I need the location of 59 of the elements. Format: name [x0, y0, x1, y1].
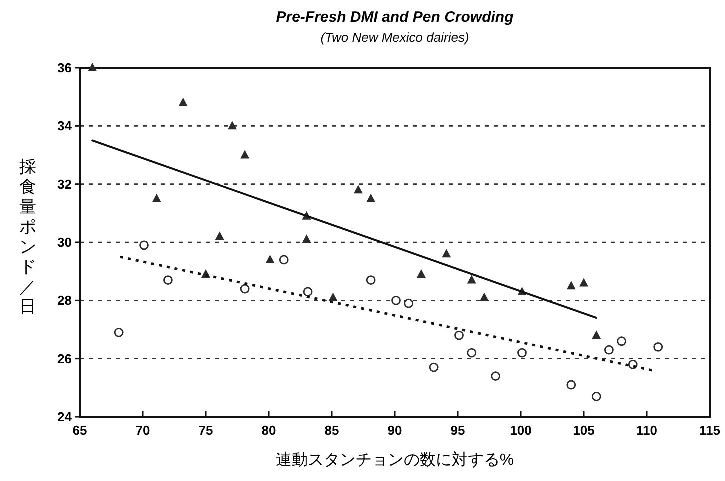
- y-tick-label: 36: [58, 60, 72, 76]
- x-tick-label: 100: [510, 423, 532, 438]
- point: [279, 255, 289, 265]
- point: [240, 150, 250, 159]
- y-tick-label: 30: [58, 235, 72, 250]
- x-tick-label: 75: [198, 423, 214, 438]
- chart-title: Pre-Fresh DMI and Pen Crowding: [276, 9, 514, 26]
- point: [266, 254, 275, 264]
- point: [366, 194, 376, 202]
- point: [416, 269, 426, 278]
- y-tick-label: 26: [58, 351, 72, 366]
- x-tick-label: 115: [700, 423, 720, 438]
- point: [592, 392, 602, 402]
- point: [429, 362, 439, 372]
- x-tick-label: 65: [72, 423, 88, 438]
- point: [354, 185, 363, 194]
- x-axis-title: 連動スタンチョンの数に対する%: [276, 451, 514, 469]
- point: [654, 342, 664, 352]
- point: [566, 380, 576, 390]
- point: [480, 292, 489, 302]
- point: [617, 336, 626, 346]
- point: [467, 348, 477, 358]
- x-tick-label: 80: [262, 423, 276, 438]
- x-tick-label: 90: [388, 423, 402, 438]
- y-axis-title: 採食量ポンド／日: [20, 158, 36, 316]
- point: [392, 296, 401, 306]
- point: [518, 348, 527, 358]
- point: [164, 276, 173, 286]
- point: [302, 234, 312, 244]
- point: [366, 276, 376, 286]
- y-tick-label: 28: [58, 293, 72, 308]
- y-tick-label: 24: [58, 410, 73, 424]
- x-tick-label: 85: [324, 423, 340, 438]
- point: [140, 240, 149, 250]
- x-tick-label: 95: [450, 423, 466, 438]
- point: [442, 249, 452, 258]
- point: [328, 292, 338, 302]
- point: [178, 98, 188, 106]
- point: [114, 328, 124, 338]
- x-tick-label: 70: [136, 423, 150, 438]
- point: [228, 121, 237, 130]
- point: [491, 372, 500, 381]
- chart-subtitle: (Two New Mexico dairies): [320, 30, 470, 45]
- point: [240, 284, 250, 294]
- point: [566, 281, 576, 290]
- x-tick-label: 110: [636, 423, 658, 438]
- point: [303, 287, 313, 297]
- y-tick-label: 34: [58, 118, 73, 134]
- point: [604, 345, 614, 355]
- point: [592, 330, 602, 340]
- point: [454, 330, 464, 340]
- y-tick-label: 32: [58, 176, 72, 192]
- x-tick-label: 105: [573, 423, 595, 438]
- point: [152, 194, 162, 202]
- point: [215, 232, 224, 240]
- point: [88, 63, 98, 72]
- point: [404, 298, 414, 308]
- point: [580, 278, 588, 287]
- point: [467, 275, 476, 284]
